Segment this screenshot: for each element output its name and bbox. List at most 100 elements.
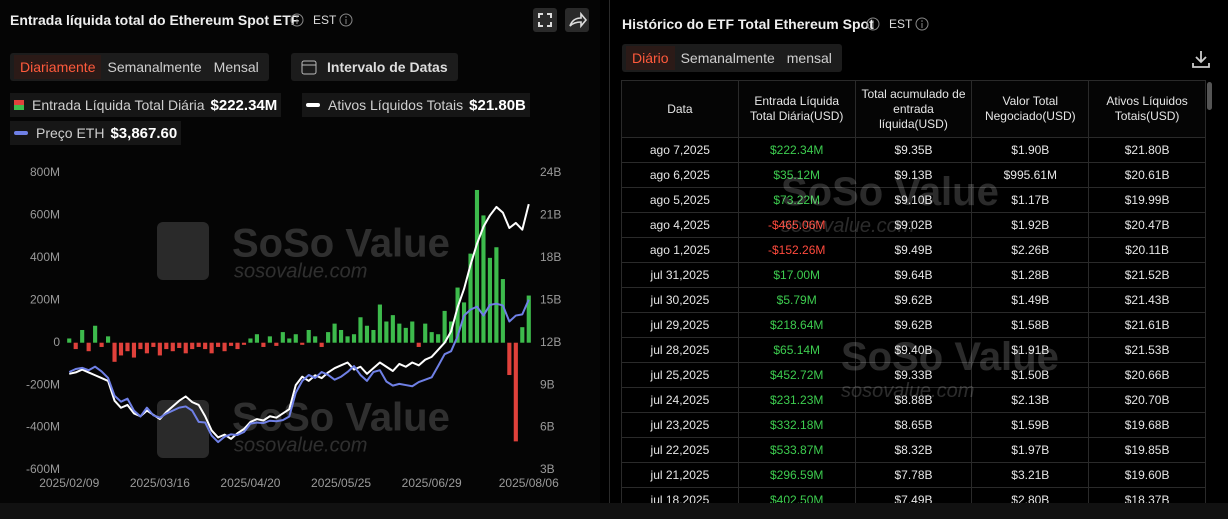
bar	[474, 189, 480, 343]
table-cell: $9.40B	[854, 337, 973, 363]
line	[69, 203, 530, 440]
bar	[99, 342, 104, 347]
table-row: ago 7,2025 $222.34M $9.35B $1.90B $21.80B	[621, 137, 1206, 163]
bar	[86, 342, 91, 352]
legend-label: Ativos Líquidos Totais	[328, 97, 464, 113]
bar	[461, 302, 467, 343]
fullscreen-button[interactable]	[533, 8, 557, 32]
table-cell: $2.13B	[971, 387, 1090, 413]
table-row: jul 24,2025 $231.23M $8.88B $2.13B $20.70B	[621, 387, 1206, 413]
bar	[170, 342, 175, 352]
y-tick-label: 800M	[30, 165, 60, 179]
table-cell: $9.64B	[854, 262, 973, 288]
table-cell: $231.23M	[737, 387, 856, 413]
y2-tick-label: 18B	[540, 250, 561, 264]
bar	[410, 321, 415, 343]
info-icon[interactable]	[915, 17, 929, 31]
legend-swatch	[14, 131, 28, 135]
x-tick-label: 2025/06/29	[402, 476, 462, 490]
bar	[345, 336, 350, 343]
table-cell: $9.62B	[854, 287, 973, 313]
chart: SoSo Value sosovalue.com SoSo Value soso…	[26, 165, 561, 490]
table-cell: $20.66B	[1088, 362, 1206, 388]
x-tick-label: 2025/02/09	[39, 476, 99, 490]
table-cell: $20.47B	[1088, 212, 1206, 238]
table-header: Data Entrada Líquida Total Diária(USD) Tot…	[621, 80, 1206, 138]
scrollbar[interactable]	[1207, 82, 1212, 110]
bar	[487, 257, 493, 343]
bar	[131, 342, 137, 358]
y2-tick-label: 21B	[540, 208, 561, 222]
tab[interactable]: Diário	[626, 46, 675, 70]
bar	[526, 295, 531, 343]
bar	[416, 342, 421, 347]
column-header: Data	[621, 80, 739, 138]
bar	[112, 342, 117, 362]
table-cell: $222.34M	[737, 137, 856, 163]
table-cell: jul 21,2025	[621, 462, 739, 488]
watermark-url: sosovalue.com	[234, 434, 367, 456]
table-cell: $3.21B	[971, 462, 1090, 488]
status-bar	[0, 503, 1228, 519]
table-row: ago 6,2025 $35.12M $9.13B $995.61M $20.61B	[621, 162, 1206, 188]
table-cell: $20.70B	[1088, 387, 1206, 413]
bar	[455, 287, 460, 343]
calendar-icon	[301, 60, 317, 75]
bar	[138, 342, 143, 350]
bar	[332, 323, 337, 343]
bar	[306, 329, 311, 343]
table-row: ago 5,2025 $73.22M $9.10B $1.17B $19.99B	[621, 187, 1206, 213]
y2-tick-label: 3B	[540, 462, 555, 476]
bar	[429, 332, 434, 343]
bar	[118, 342, 124, 356]
bar	[248, 338, 253, 343]
table-cell: $73.22M	[737, 187, 856, 213]
y-tick-label: 400M	[30, 250, 60, 264]
table-cell: -$152.26M	[737, 237, 856, 263]
table-cell: $9.02B	[854, 212, 973, 238]
bar	[222, 342, 227, 352]
table-cell: -$465.06M	[737, 212, 856, 238]
info-icon[interactable]	[290, 13, 304, 27]
download-button[interactable]	[1190, 48, 1212, 70]
tab[interactable]: Semanalmente	[107, 59, 202, 75]
bar	[177, 342, 182, 349]
tab[interactable]: Diariamente	[14, 55, 102, 79]
table-cell: $1.17B	[971, 187, 1090, 213]
timezone: EST	[313, 13, 337, 27]
y2-tick-label: 6B	[540, 420, 555, 434]
tab[interactable]: Mensal	[213, 59, 259, 75]
table-cell: jul 29,2025	[621, 312, 739, 338]
table-cell: jul 31,2025	[621, 262, 739, 288]
line	[68, 299, 530, 444]
legend-value: $3,867.60	[110, 124, 178, 142]
table-cell: $8.32B	[854, 437, 973, 463]
date-range-button[interactable]: Intervalo de Datas	[291, 53, 458, 81]
table-cell: $21.43B	[1088, 287, 1206, 313]
bar	[267, 336, 272, 343]
bar	[358, 317, 363, 343]
table-cell: $1.58B	[971, 312, 1090, 338]
bar	[73, 342, 78, 350]
tab[interactable]: mensal	[786, 50, 832, 66]
legend-item[interactable]: Preço ETH $3,867.60	[10, 121, 182, 145]
share-button[interactable]	[565, 8, 589, 32]
info-icon[interactable]	[866, 17, 880, 31]
table-row: jul 29,2025 $218.64M $9.62B $1.58B $21.61B	[621, 312, 1206, 338]
table-cell: $1.28B	[971, 262, 1090, 288]
bar	[105, 336, 111, 343]
x-tick-label: 2025/03/16	[130, 476, 190, 490]
bar	[313, 336, 318, 343]
tab[interactable]: Semanalmente	[680, 50, 775, 66]
table-cell: jul 28,2025	[621, 337, 739, 363]
info-icon[interactable]	[339, 13, 353, 27]
bar	[468, 253, 473, 343]
legend-item[interactable]: Ativos Líquidos Totais $21.80B	[302, 93, 530, 117]
table-cell: ago 4,2025	[621, 212, 739, 238]
x-tick-label: 2025/04/20	[220, 476, 280, 490]
bar	[507, 342, 512, 376]
legend-item[interactable]: Entrada Líquida Total Diária $222.34M	[10, 93, 282, 117]
table-cell: $1.59B	[971, 412, 1090, 438]
table-cell: $17.00M	[737, 262, 856, 288]
watermark-logo	[157, 222, 209, 280]
